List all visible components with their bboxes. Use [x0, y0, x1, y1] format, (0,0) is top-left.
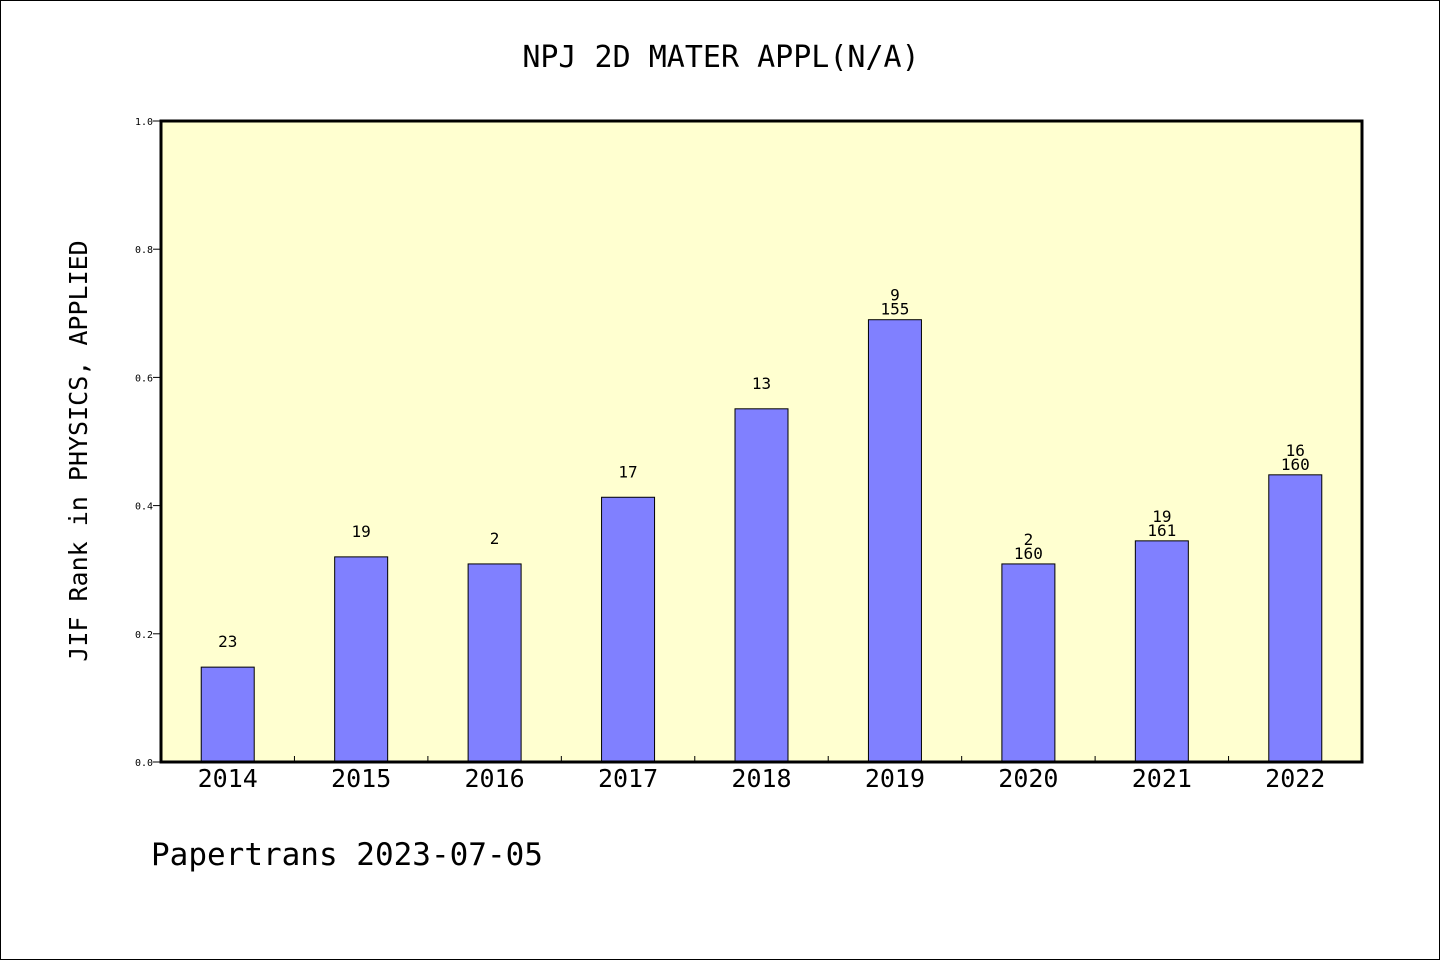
y-tick-label: 1.0	[135, 117, 153, 128]
x-axis-ticks: 2014 2015 2016 2017 2018 2019 2020 2021 2022	[198, 756, 1325, 793]
y-axis-ticks: 0.0 0.2 0.4 0.6 0.8 1.0	[135, 117, 161, 769]
y-axis-label: JIF Rank in PHYSICS, APPLIED	[64, 240, 93, 661]
data-label-top: 2	[1024, 530, 1034, 549]
bar-2022	[1268, 474, 1323, 763]
x-tick-label: 2016	[465, 764, 525, 793]
y-tick-label: 0.2	[135, 630, 153, 641]
data-label: 19	[352, 522, 371, 541]
data-label: 13	[752, 374, 771, 393]
bar-2016	[467, 563, 522, 763]
x-tick-label: 2021	[1132, 764, 1192, 793]
data-label-top: 9	[890, 286, 900, 305]
data-label-top: 16	[1286, 441, 1305, 460]
chart-title: NPJ 2D MATER APPL(N/A)	[522, 40, 919, 75]
bar-2014	[200, 666, 255, 763]
y-tick-label: 0.6	[135, 373, 153, 384]
data-label-bottom: 155	[880, 300, 909, 319]
data-label-bottom: 161	[1147, 521, 1176, 540]
data-label: 17	[618, 462, 637, 481]
bar-2019	[867, 319, 922, 763]
plot-border	[159, 119, 1364, 764]
x-tick-label: 2014	[198, 764, 258, 793]
data-label-bottom: 160	[1014, 544, 1043, 563]
data-label: 2	[490, 529, 500, 548]
data-label-bottom: 160	[1281, 455, 1310, 474]
bar-2018	[734, 408, 789, 763]
bar-2015	[334, 556, 389, 763]
x-tick-label: 2017	[598, 764, 658, 793]
bars	[200, 319, 1323, 763]
x-tick-label: 2020	[998, 764, 1058, 793]
y-tick-label: 0.4	[135, 502, 153, 513]
bar-2021	[1134, 540, 1189, 763]
x-tick-label: 2022	[1265, 764, 1325, 793]
bar-2017	[601, 496, 656, 763]
y-tick-label: 0.8	[135, 245, 153, 256]
footer-credit: Papertrans 2023-07-05	[151, 837, 543, 873]
y-tick-label: 0.0	[135, 758, 153, 769]
data-label: 23	[218, 632, 237, 651]
data-label-top: 19	[1152, 507, 1171, 526]
x-tick-label: 2015	[331, 764, 391, 793]
x-tick-label: 2018	[731, 764, 791, 793]
x-tick-label: 2019	[865, 764, 925, 793]
bar-2020	[1001, 563, 1056, 763]
